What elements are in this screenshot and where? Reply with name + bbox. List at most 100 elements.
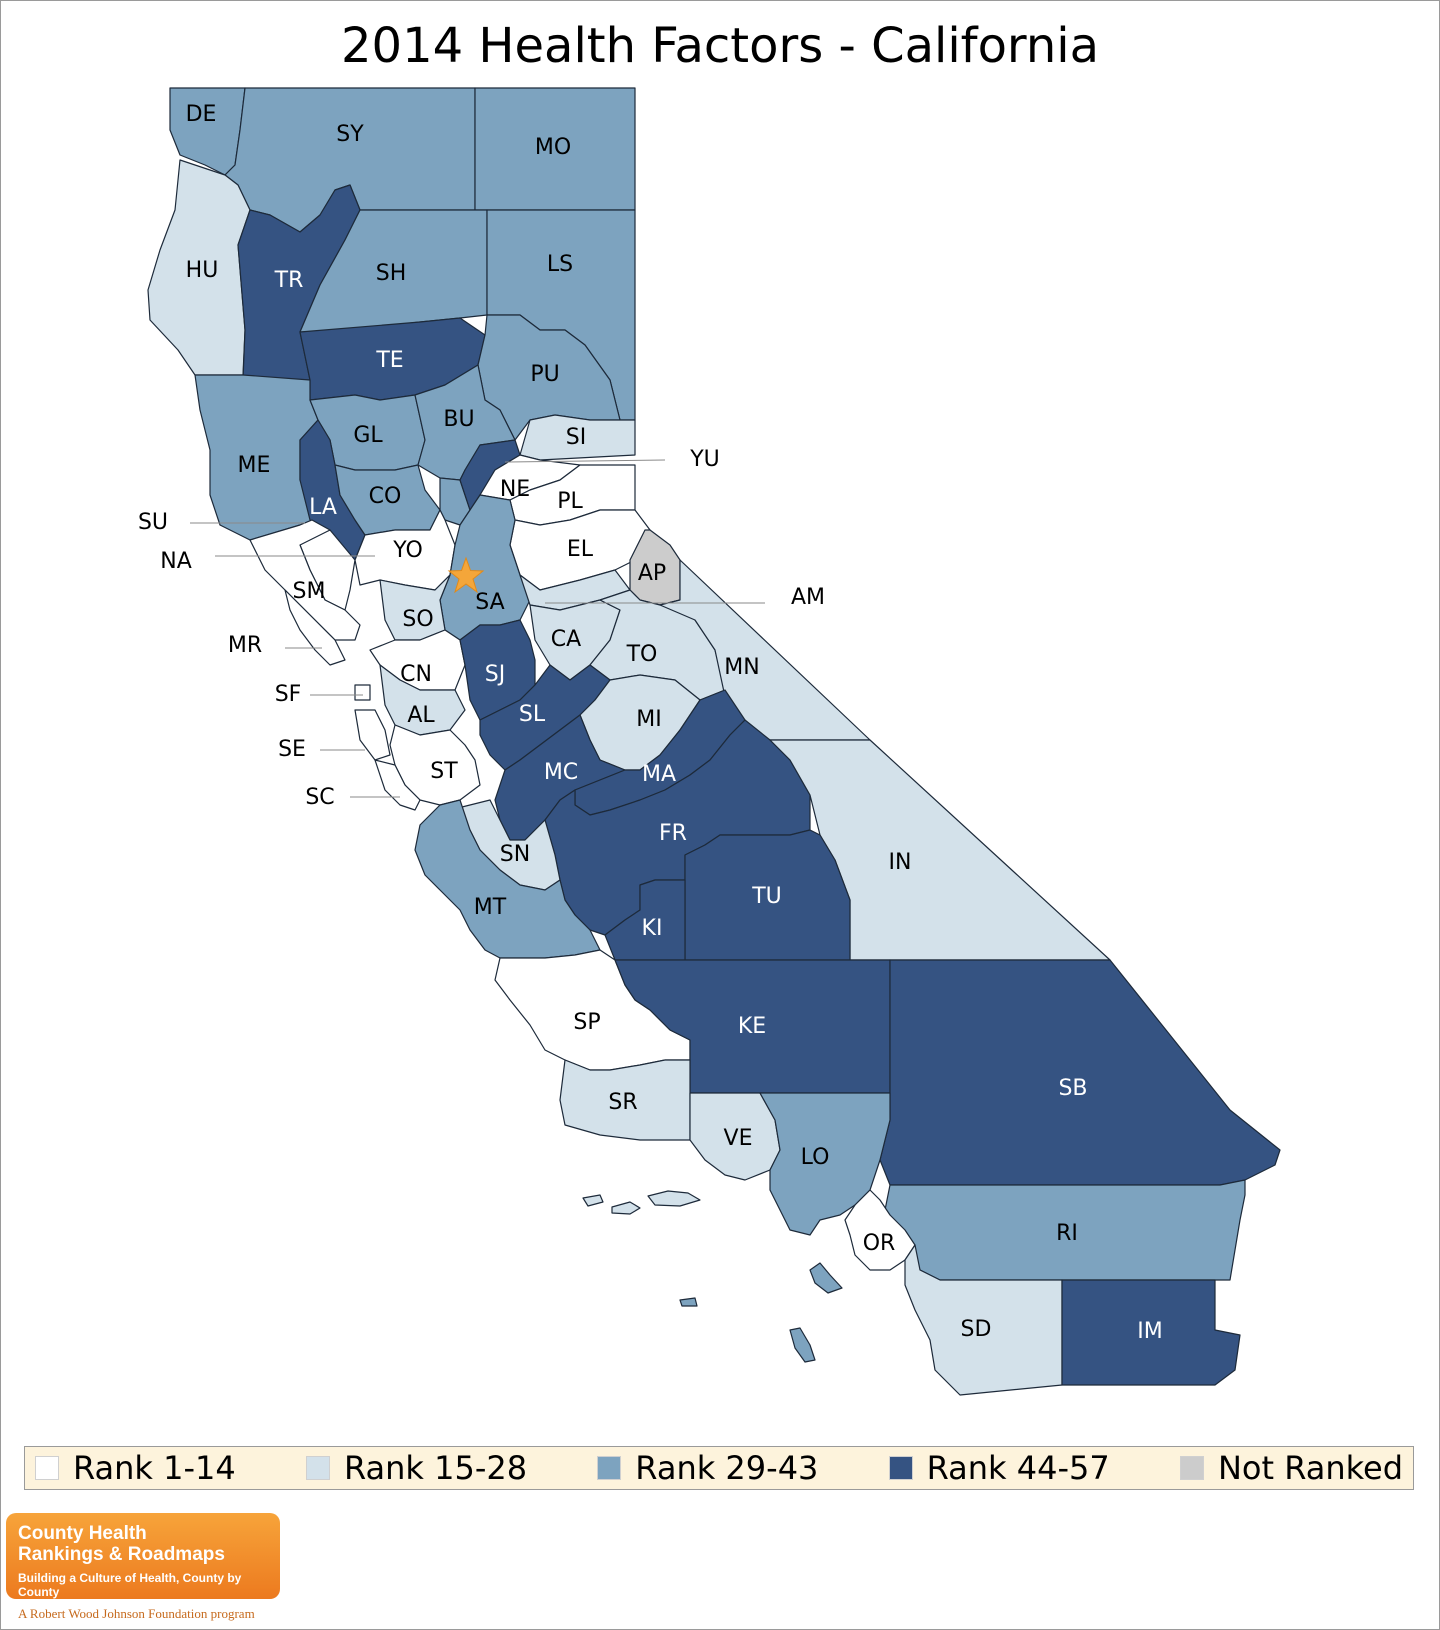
county-label-se: SE (278, 737, 306, 762)
legend-swatch (888, 1456, 913, 1480)
brand-logo[interactable]: County Health Rankings & Roadmaps Buildi… (6, 1513, 280, 1599)
county-label-pl: PL (557, 489, 583, 514)
capital-star-icon (447, 556, 485, 594)
legend-swatch (35, 1456, 59, 1480)
county-label-or: OR (863, 1231, 896, 1256)
county-label-sl: SL (519, 702, 546, 727)
county-label-sr: SR (608, 1090, 637, 1115)
county-label-mt: MT (474, 895, 507, 920)
county-label-mn: MN (724, 655, 759, 680)
county-label-so: SO (402, 607, 433, 632)
legend-swatch (1179, 1456, 1204, 1480)
county-im[interactable] (1061, 1279, 1241, 1386)
county-sd[interactable] (904, 1244, 1063, 1396)
county-label-fr: FR (659, 821, 687, 846)
county-label-sc: SC (305, 785, 334, 810)
brand-name: County Health Rankings & Roadmaps (18, 1523, 268, 1565)
county-label-cn: CN (400, 662, 432, 687)
county-label-yo: YO (392, 538, 423, 563)
county-label-mr: MR (228, 633, 262, 658)
county-label-gl: GL (353, 423, 383, 448)
county-label-co: CO (369, 484, 402, 509)
county-so[interactable] (379, 574, 451, 641)
county-label-su: SU (138, 510, 168, 535)
county-label-sp: SP (573, 1010, 600, 1035)
county-label-ca: CA (551, 627, 581, 652)
island-shape (679, 1297, 698, 1307)
county-label-ri: RI (1056, 1221, 1078, 1246)
county-label-na: NA (160, 549, 192, 574)
county-label-to: TO (626, 642, 658, 667)
island-shape (789, 1327, 816, 1363)
county-label-tu: TU (751, 884, 782, 909)
county-label-sf: SF (275, 682, 302, 707)
county-label-sm: SM (293, 579, 326, 604)
legend-label: Rank 44-57 (926, 1449, 1110, 1487)
county-label-ve: VE (724, 1126, 753, 1151)
island-shape (582, 1194, 604, 1207)
legend-swatch (305, 1456, 330, 1480)
county-label-am: AM (791, 585, 825, 610)
county-se[interactable] (354, 709, 391, 761)
legend-item-not-ranked: Not Ranked (1179, 1449, 1403, 1487)
county-label-si: SI (566, 425, 586, 450)
legend-label: Not Ranked (1217, 1449, 1403, 1487)
leader-layer (190, 459, 765, 798)
label-layer: DE SY MO HU TR SH LS TE PU ME GL BU SI LA CO SU YU NE PL EL… (138, 102, 1163, 1344)
brand-name-line: County Health (18, 1523, 147, 1544)
leader-line-yu (504, 459, 666, 463)
brand-foundation: A Robert Wood Johnson Foundation program (18, 1606, 255, 1621)
island-shape (647, 1190, 701, 1207)
island-shape (809, 1262, 843, 1294)
county-label-sa: SA (475, 590, 504, 615)
county-label-mc: MC (544, 760, 578, 785)
legend-item-rank-15-28: Rank 15-28 (305, 1449, 528, 1487)
county-label-al: AL (407, 703, 435, 728)
map-title: 2014 Health Factors - California (341, 18, 1099, 74)
county-label-mi: MI (636, 707, 661, 732)
map-legend: Rank 1-14 Rank 15-28 Rank 29-43 Rank 44-… (24, 1446, 1414, 1490)
legend-label: Rank 29-43 (635, 1449, 819, 1487)
county-label-la: LA (309, 495, 337, 520)
county-label-sn: SN (500, 842, 530, 867)
county-label-me: ME (238, 453, 271, 478)
county-label-bu: BU (443, 407, 474, 432)
county-label-sb: SB (1058, 1076, 1087, 1101)
county-label-hu: HU (186, 258, 219, 283)
county-label-yu: YU (689, 447, 720, 472)
county-label-ls: LS (547, 252, 573, 277)
county-sf[interactable] (354, 684, 371, 701)
county-label-sy: SY (336, 122, 364, 147)
county-label-ki: KI (642, 916, 663, 941)
legend-item-rank-1-14: Rank 1-14 (35, 1449, 236, 1487)
county-label-mo: MO (535, 135, 571, 160)
county-layer (147, 87, 1281, 1396)
county-label-ap: AP (638, 561, 666, 586)
county-label-im: IM (1137, 1319, 1162, 1344)
county-label-pu: PU (530, 362, 559, 387)
brand-name-line: Rankings & Roadmaps (18, 1544, 225, 1565)
county-label-sj: SJ (485, 662, 505, 687)
county-mr[interactable] (284, 589, 346, 666)
county-label-ne: NE (500, 477, 530, 502)
island-shape (611, 1201, 641, 1215)
county-label-tr: TR (274, 268, 304, 293)
legend-item-rank-44-57: Rank 44-57 (888, 1449, 1110, 1487)
legend-swatch (597, 1456, 622, 1480)
county-sc[interactable] (374, 759, 421, 811)
county-sb[interactable] (879, 959, 1281, 1186)
county-tu[interactable] (684, 829, 851, 961)
california-county-map: DE SY MO HU TR SH LS TE PU ME GL BU SI LA CO SU YU NE PL EL… (138, 87, 1281, 1396)
county-al[interactable] (379, 664, 466, 736)
county-label-st: ST (430, 759, 458, 784)
legend-item-rank-29-43: Rank 29-43 (597, 1449, 818, 1487)
county-label-sh: SH (376, 261, 407, 286)
county-label-sd: SD (961, 1317, 992, 1342)
legend-label: Rank 1-14 (73, 1449, 236, 1487)
county-label-ma: MA (642, 762, 676, 787)
legend-label: Rank 15-28 (343, 1449, 528, 1487)
county-lo[interactable] (759, 1092, 891, 1236)
county-label-ke: KE (738, 1014, 766, 1039)
county-label-lo: LO (801, 1145, 830, 1170)
brand-tagline: Building a Culture of Health, County by … (18, 1571, 242, 1599)
